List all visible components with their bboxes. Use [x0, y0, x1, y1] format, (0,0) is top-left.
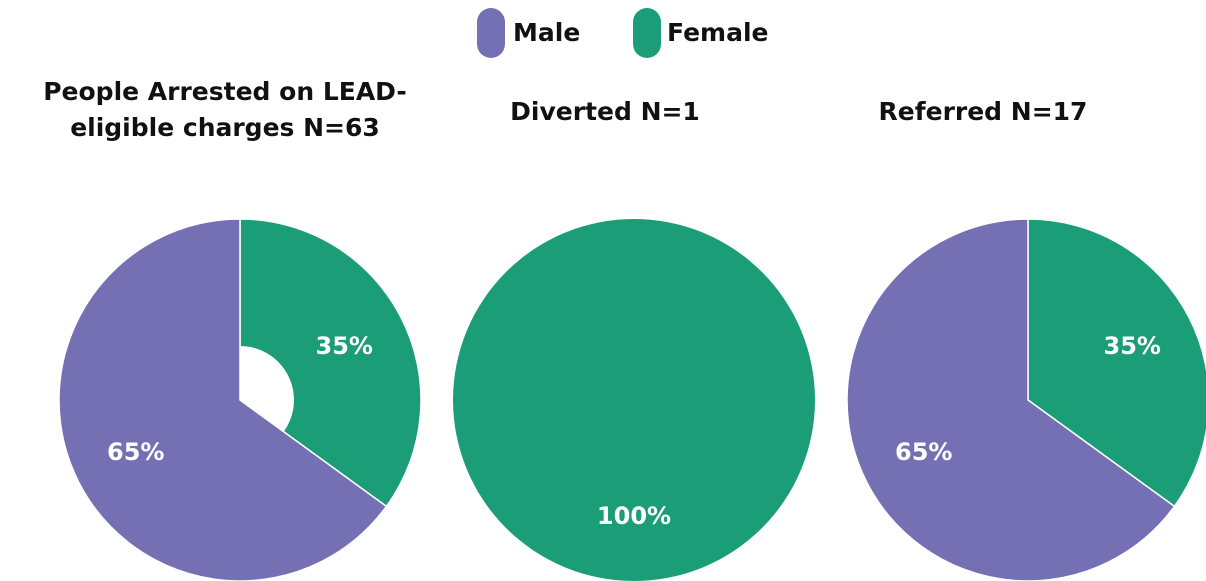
data-label: 35%: [1104, 332, 1161, 360]
legend-label: Female: [667, 18, 769, 47]
chart-title: People Arrested on LEAD-eligible charges…: [43, 77, 407, 142]
legend-label: Male: [513, 18, 581, 47]
pie-slice: [453, 219, 815, 581]
data-label: 65%: [895, 438, 952, 466]
pie-slice: [846, 218, 1176, 581]
chart-title: Diverted N=1: [510, 97, 700, 126]
data-label: 100%: [597, 502, 671, 530]
pie-slice: [58, 218, 388, 581]
pie-slice: [1027, 218, 1206, 508]
chart-title: Referred N=17: [878, 97, 1088, 126]
legend-swatch-female: [633, 8, 661, 58]
legend-swatch-male: [477, 8, 505, 58]
data-label: 65%: [107, 438, 164, 466]
data-label: 35%: [316, 332, 373, 360]
pie-slice: [239, 218, 422, 508]
